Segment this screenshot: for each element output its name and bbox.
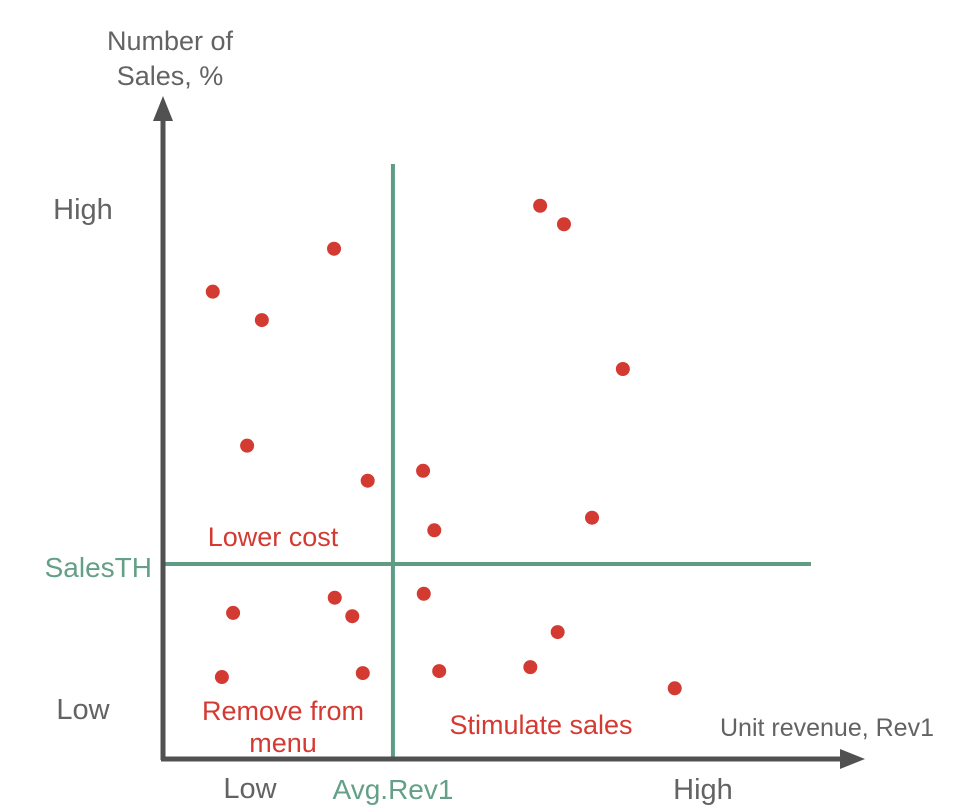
- scatter-point: [240, 438, 255, 453]
- axes: [153, 96, 865, 769]
- scatter-points: [205, 198, 682, 696]
- scatter-point: [550, 625, 565, 640]
- scatter-point: [416, 586, 431, 601]
- scatter-point: [327, 241, 342, 256]
- annotation-stimulate-sales: Stimulate sales: [449, 710, 632, 740]
- scatter-point: [327, 590, 342, 605]
- y-tick-high: High: [53, 194, 113, 226]
- scatter-point: [360, 473, 375, 488]
- scatter-point: [523, 660, 538, 675]
- scatter-point: [556, 217, 571, 232]
- annotation-remove-line1: Remove from: [202, 696, 364, 726]
- annotation-remove-line2: menu: [249, 728, 317, 758]
- scatter-point: [533, 198, 548, 213]
- x-axis-arrowhead: [840, 749, 865, 769]
- x-tick-high: High: [673, 774, 733, 806]
- scatter-point: [416, 463, 431, 478]
- threshold-lines: [165, 164, 811, 757]
- scatter-point: [432, 664, 447, 679]
- sales-threshold-label: SalesTH: [45, 552, 152, 583]
- scatter-point: [214, 670, 229, 685]
- y-axis-arrowhead: [153, 96, 173, 121]
- x-tick-low: Low: [223, 773, 277, 805]
- x-axis-title: Unit revenue, Rev1: [720, 714, 934, 742]
- scatter-point: [585, 510, 600, 525]
- scatter-point: [355, 666, 370, 681]
- scatter-point: [427, 523, 442, 538]
- scatter-point: [345, 609, 360, 624]
- annotation-lower-cost: Lower cost: [208, 522, 339, 552]
- y-tick-low: Low: [56, 694, 110, 726]
- y-axis-title-line2: Sales, %: [117, 61, 224, 91]
- avg-rev1-label: Avg.Rev1: [333, 774, 454, 805]
- scatter-point: [667, 681, 682, 696]
- scatter-point: [254, 313, 269, 328]
- scatter-point: [615, 362, 630, 377]
- scatter-point: [226, 605, 241, 620]
- scatter-point: [205, 284, 220, 299]
- y-axis-title-line1: Number of: [107, 26, 234, 56]
